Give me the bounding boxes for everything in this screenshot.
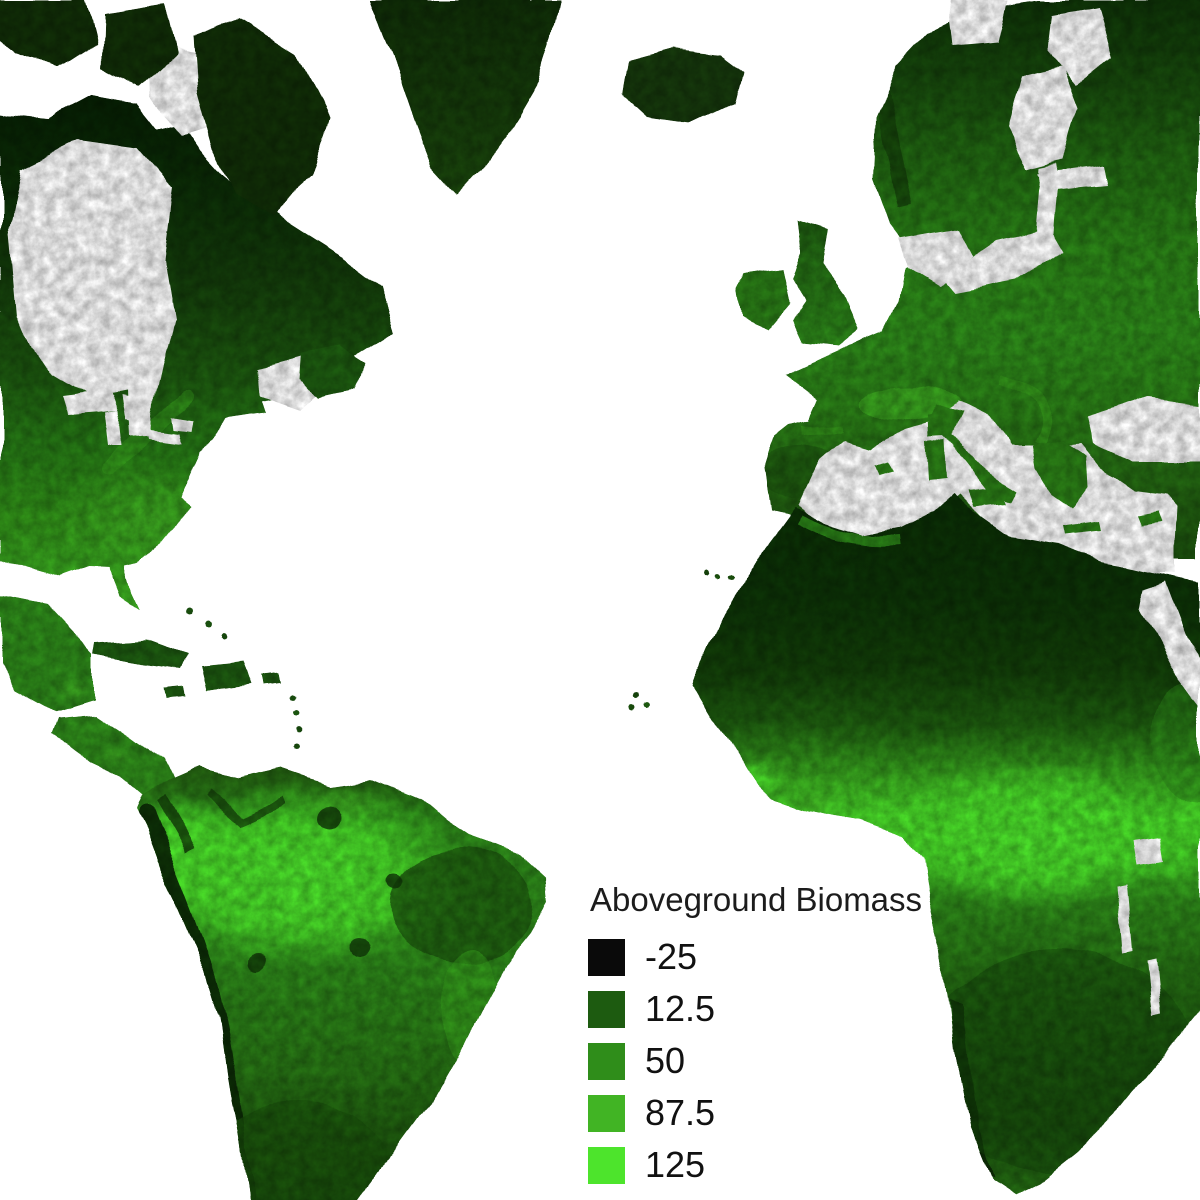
iceland bbox=[622, 48, 742, 124]
hudson-bay bbox=[8, 140, 174, 437]
central-america bbox=[0, 594, 302, 800]
lake-tanganyika bbox=[1116, 886, 1132, 950]
legend-swatch bbox=[588, 1146, 625, 1184]
lake-malawi bbox=[1146, 956, 1162, 1018]
legend-label: 50 bbox=[645, 1040, 686, 1082]
sardinia bbox=[926, 440, 946, 480]
jamaica bbox=[163, 686, 184, 698]
legend: Aboveground Biomass -25 12.5 50 87.5 125 bbox=[588, 881, 923, 1191]
baltic-sea bbox=[940, 228, 1062, 292]
red-sea bbox=[1142, 580, 1200, 706]
congo-basin-bright bbox=[885, 762, 1175, 910]
corsica bbox=[928, 412, 944, 437]
barents-notch bbox=[948, 0, 1008, 46]
cyprus bbox=[1136, 510, 1162, 524]
cuba bbox=[96, 638, 186, 668]
legend-swatch bbox=[588, 1094, 625, 1132]
lake-victoria bbox=[1132, 838, 1164, 866]
south-america-shading bbox=[136, 782, 534, 1200]
legend-row: 87.5 bbox=[588, 1087, 922, 1139]
greenland bbox=[370, 0, 560, 192]
legend-swatch bbox=[588, 938, 625, 976]
hispaniola bbox=[198, 662, 250, 692]
legend-row: 50 bbox=[588, 1035, 922, 1087]
great-britain bbox=[792, 222, 860, 346]
legend-row: -25 bbox=[588, 931, 922, 983]
great-lakes bbox=[64, 390, 120, 416]
legend-label: 125 bbox=[645, 1144, 706, 1186]
legend-label: 87.5 bbox=[645, 1092, 716, 1134]
europe-shading bbox=[764, 88, 1054, 500]
greece bbox=[1034, 442, 1088, 506]
sicily bbox=[966, 486, 1006, 506]
baffin-island bbox=[192, 18, 330, 214]
arctic-islands bbox=[0, 0, 330, 214]
newfoundland bbox=[298, 344, 368, 400]
black-sea bbox=[1086, 398, 1200, 462]
legend-row: 12.5 bbox=[588, 983, 922, 1035]
white-sea bbox=[1048, 8, 1112, 86]
atlantic-islands bbox=[627, 569, 734, 711]
legend-label: 12.5 bbox=[645, 988, 716, 1030]
balearic-islands bbox=[874, 462, 894, 476]
puerto-rico bbox=[260, 674, 280, 687]
legend-swatch bbox=[588, 1042, 625, 1080]
lesser-antilles bbox=[185, 609, 302, 751]
legend-row: 125 bbox=[588, 1139, 922, 1191]
gulf-of-bothnia bbox=[1008, 66, 1078, 168]
legend-title: Aboveground Biomass bbox=[590, 881, 923, 918]
ireland bbox=[736, 268, 790, 330]
mediterranean-peninsulas bbox=[874, 404, 1162, 533]
italy bbox=[928, 404, 1016, 500]
legend-label: -25 bbox=[645, 936, 698, 978]
africa-waterbodies bbox=[1116, 580, 1200, 1018]
legend-swatch bbox=[588, 990, 625, 1028]
crete bbox=[1062, 519, 1100, 533]
